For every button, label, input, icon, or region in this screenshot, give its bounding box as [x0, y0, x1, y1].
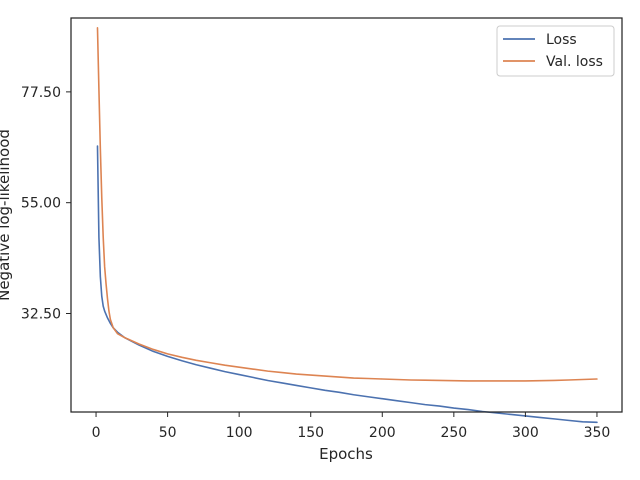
series-layer	[96, 27, 598, 424]
x-tick-label: 300	[512, 425, 539, 441]
y-axis: 32.50 55.00 77.50	[21, 85, 71, 323]
legend-label: Loss	[546, 32, 577, 48]
series-line-loss	[96, 145, 598, 424]
series-line-val-loss	[96, 27, 598, 382]
y-axis-label: Negative log-likelihood	[0, 129, 13, 301]
x-tick-label: 250	[440, 425, 467, 441]
y-tick-label: 32.50	[21, 307, 61, 323]
x-tick-label: 0	[92, 425, 101, 441]
plot-frame	[70, 17, 623, 413]
y-tick-label: 55.00	[21, 196, 61, 212]
x-tick-label: 200	[369, 425, 396, 441]
x-tick-label: 350	[584, 425, 611, 441]
x-tick-label: 50	[159, 425, 177, 441]
x-tick-label: 150	[297, 425, 324, 441]
x-axis-label: Epochs	[319, 445, 373, 463]
legend: Loss Val. loss	[496, 25, 615, 77]
legend-label: Val. loss	[546, 54, 603, 70]
x-axis: 0 50 100 150 200 250 300 350	[92, 412, 611, 441]
x-tick-label: 100	[226, 425, 253, 441]
y-tick-label: 77.50	[21, 85, 61, 101]
